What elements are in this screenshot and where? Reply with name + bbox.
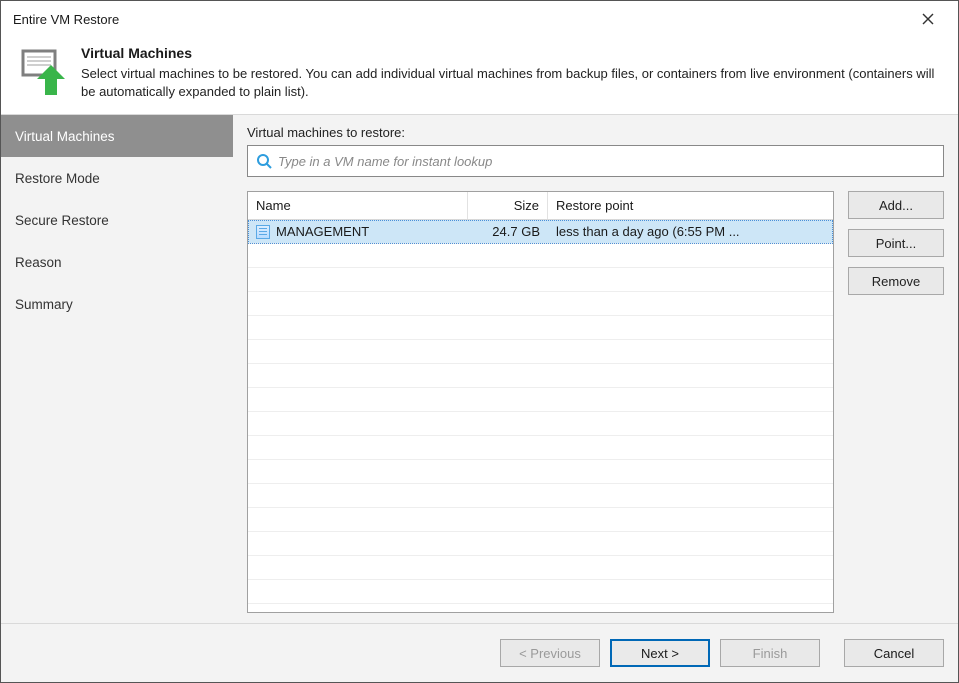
- table-row-empty: [248, 436, 833, 460]
- column-size[interactable]: Size: [468, 192, 548, 219]
- wizard-steps-sidebar: Virtual Machines Restore Mode Secure Res…: [1, 115, 233, 623]
- table-row-empty: [248, 268, 833, 292]
- step-summary[interactable]: Summary: [1, 283, 233, 325]
- cell-size: 24.7 GB: [468, 220, 548, 243]
- vm-table-header: Name Size Restore point: [248, 192, 833, 220]
- vm-restore-icon: [17, 47, 67, 97]
- vm-search-field[interactable]: [247, 145, 944, 177]
- wizard-header-title: Virtual Machines: [81, 45, 942, 61]
- wizard-header-text: Virtual Machines Select virtual machines…: [81, 45, 942, 100]
- table-row-empty: [248, 484, 833, 508]
- cell-name: MANAGEMENT: [248, 220, 468, 243]
- step-label: Secure Restore: [15, 213, 109, 228]
- table-row-empty: [248, 508, 833, 532]
- table-row-empty: [248, 556, 833, 580]
- table-row-empty: [248, 460, 833, 484]
- wizard-header-description: Select virtual machines to be restored. …: [81, 65, 942, 100]
- window-title: Entire VM Restore: [13, 12, 910, 27]
- table-row-empty: [248, 316, 833, 340]
- column-restore-point[interactable]: Restore point: [548, 192, 833, 219]
- close-icon: [922, 13, 934, 25]
- add-button[interactable]: Add...: [848, 191, 944, 219]
- vm-table: Name Size Restore point MANAGEMENT 24.7 G…: [247, 191, 834, 613]
- remove-button[interactable]: Remove: [848, 267, 944, 295]
- table-row-empty: [248, 580, 833, 604]
- table-row-empty: [248, 340, 833, 364]
- close-button[interactable]: [910, 1, 946, 37]
- step-restore-mode[interactable]: Restore Mode: [1, 157, 233, 199]
- vm-search-input[interactable]: [276, 153, 935, 170]
- wizard-main-panel: Virtual machines to restore: Name Size R…: [233, 115, 958, 623]
- table-row-empty: [248, 364, 833, 388]
- step-label: Restore Mode: [15, 171, 100, 186]
- wizard-footer: < Previous Next > Finish Cancel: [1, 624, 958, 682]
- step-secure-restore[interactable]: Secure Restore: [1, 199, 233, 241]
- column-name[interactable]: Name: [248, 192, 468, 219]
- wizard-step-icon: [17, 45, 81, 100]
- titlebar: Entire VM Restore: [1, 1, 958, 37]
- vm-table-area: Name Size Restore point MANAGEMENT 24.7 G…: [247, 191, 944, 613]
- search-icon: [256, 153, 276, 169]
- table-row-empty: [248, 388, 833, 412]
- table-row-empty: [248, 292, 833, 316]
- wizard-window: Entire VM Restore Virtual Machines Selec…: [0, 0, 959, 683]
- step-label: Reason: [15, 255, 62, 270]
- cell-restore-point: less than a day ago (6:55 PM ...: [548, 220, 833, 243]
- step-label: Virtual Machines: [15, 129, 115, 144]
- cancel-button[interactable]: Cancel: [844, 639, 944, 667]
- wizard-header: Virtual Machines Select virtual machines…: [1, 37, 958, 114]
- wizard-body: Virtual Machines Restore Mode Secure Res…: [1, 114, 958, 624]
- vm-icon: [256, 225, 270, 239]
- vm-name-text: MANAGEMENT: [276, 224, 369, 239]
- vm-table-body: MANAGEMENT 24.7 GBless than a day ago (6:…: [248, 220, 833, 612]
- step-reason[interactable]: Reason: [1, 241, 233, 283]
- table-row-empty: [248, 532, 833, 556]
- next-button[interactable]: Next >: [610, 639, 710, 667]
- table-row[interactable]: MANAGEMENT 24.7 GBless than a day ago (6:…: [248, 220, 833, 244]
- table-row-empty: [248, 412, 833, 436]
- previous-button[interactable]: < Previous: [500, 639, 600, 667]
- vm-list-label: Virtual machines to restore:: [247, 125, 944, 140]
- step-label: Summary: [15, 297, 73, 312]
- table-row-empty: [248, 244, 833, 268]
- step-virtual-machines[interactable]: Virtual Machines: [1, 115, 233, 157]
- finish-button[interactable]: Finish: [720, 639, 820, 667]
- point-button[interactable]: Point...: [848, 229, 944, 257]
- vm-action-buttons: Add... Point... Remove: [848, 191, 944, 613]
